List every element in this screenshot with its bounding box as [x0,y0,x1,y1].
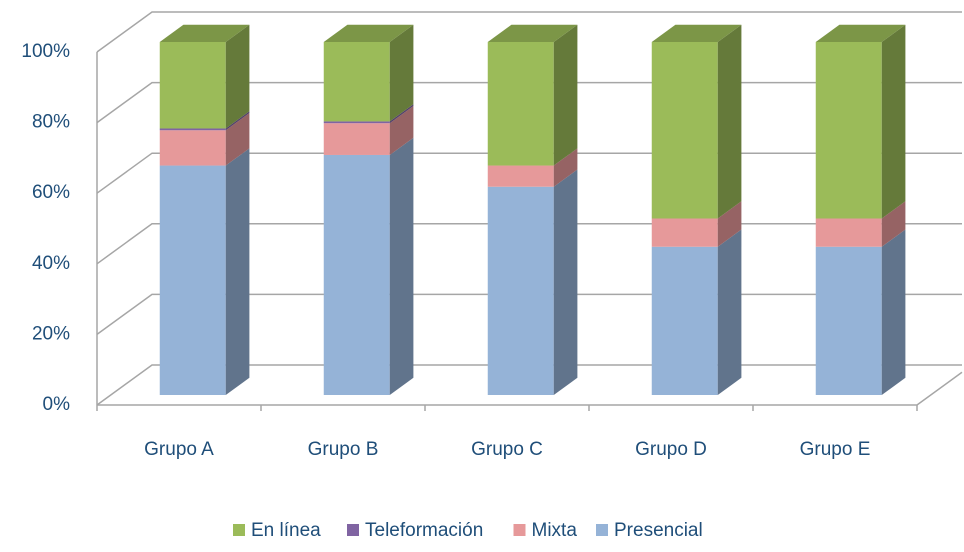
bar-top [815,24,906,42]
legend-swatch [513,524,526,536]
bar-side [389,137,414,395]
bar-side [553,148,578,187]
bar-side [389,24,414,122]
bar-top [651,24,742,42]
legend-swatch [347,524,359,536]
bar-side [225,148,250,395]
x-tick-label: Grupo E [800,439,871,460]
bar-top [323,24,414,42]
legend-label: Mixta [532,520,578,541]
legend-swatch [596,524,608,536]
bar-side [225,111,250,131]
bar-side [553,169,578,395]
bar-segment [159,130,226,166]
x-tick-label: Grupo D [635,439,707,460]
bar-top [159,24,250,42]
bar-side [881,229,906,395]
x-tick-label: Grupo A [144,439,214,460]
bar-side [717,201,742,247]
x-tick-label: Grupo B [308,439,379,460]
legend-label: Presencial [614,520,703,541]
bar-segment [815,42,882,219]
y-tick-label: 20% [32,323,70,344]
bar-segment [159,42,226,129]
bar-side [389,104,414,124]
bar-segment [651,218,718,247]
bar-segment [159,128,226,131]
bar-side [881,24,906,219]
bar-side [717,24,742,219]
bar-segment [651,42,718,219]
bar-segment [815,218,882,247]
y-tick-label: 100% [21,41,70,62]
bar-side [717,229,742,395]
x-tick-label: Grupo C [471,439,543,460]
bar-side [553,24,578,166]
legend-label: Teleformación [365,520,483,541]
y-tick-label: 80% [32,112,70,133]
legend-label: En línea [251,520,321,541]
bar-segment [487,165,554,187]
bar-side [881,201,906,247]
bar-segment [159,165,226,395]
y-tick-label: 40% [32,253,70,274]
bar-segment [487,42,554,166]
bar-segment [487,186,554,395]
y-tick-label: 60% [32,182,70,203]
bar-side [389,105,414,155]
bar-top [487,24,578,42]
y-tick-label: 0% [43,394,71,415]
legend-swatch [233,524,245,536]
bar-segment [323,123,390,155]
bar-segment [323,154,390,395]
bar-side [225,113,250,166]
bar-side [225,24,250,129]
bar-segment [651,246,718,395]
grid-line [96,11,962,53]
bar-segment [323,42,390,122]
bar-segment [323,121,390,124]
bar-segment [815,246,882,395]
